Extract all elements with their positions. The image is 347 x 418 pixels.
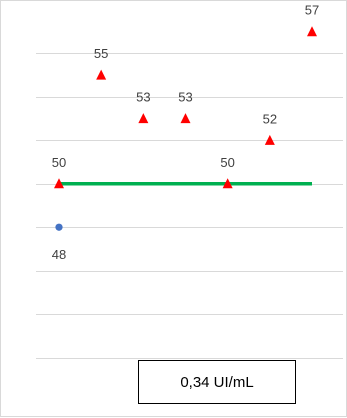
data-point-triangle bbox=[222, 178, 233, 189]
data-point-triangle bbox=[264, 134, 275, 145]
data-label: 48 bbox=[52, 247, 66, 262]
data-label: 53 bbox=[136, 90, 150, 105]
data-point-triangle bbox=[307, 26, 317, 37]
data-point-triangle bbox=[96, 69, 107, 80]
data-label: 53 bbox=[178, 90, 192, 105]
annotation-box: 0,34 UI/mL bbox=[138, 360, 296, 404]
data-label: 50 bbox=[52, 155, 66, 170]
data-point-circle bbox=[55, 223, 63, 231]
data-markers bbox=[54, 26, 317, 231]
data-point-triangle bbox=[180, 113, 191, 124]
data-label: 55 bbox=[94, 46, 108, 61]
data-point-triangle bbox=[138, 113, 149, 124]
data-point-triangle bbox=[54, 178, 64, 189]
data-labels: 48 50 55 53 53 50 52 57 bbox=[52, 3, 319, 263]
data-label: 57 bbox=[305, 3, 319, 18]
data-label: 52 bbox=[263, 111, 277, 126]
data-label: 50 bbox=[220, 155, 234, 170]
